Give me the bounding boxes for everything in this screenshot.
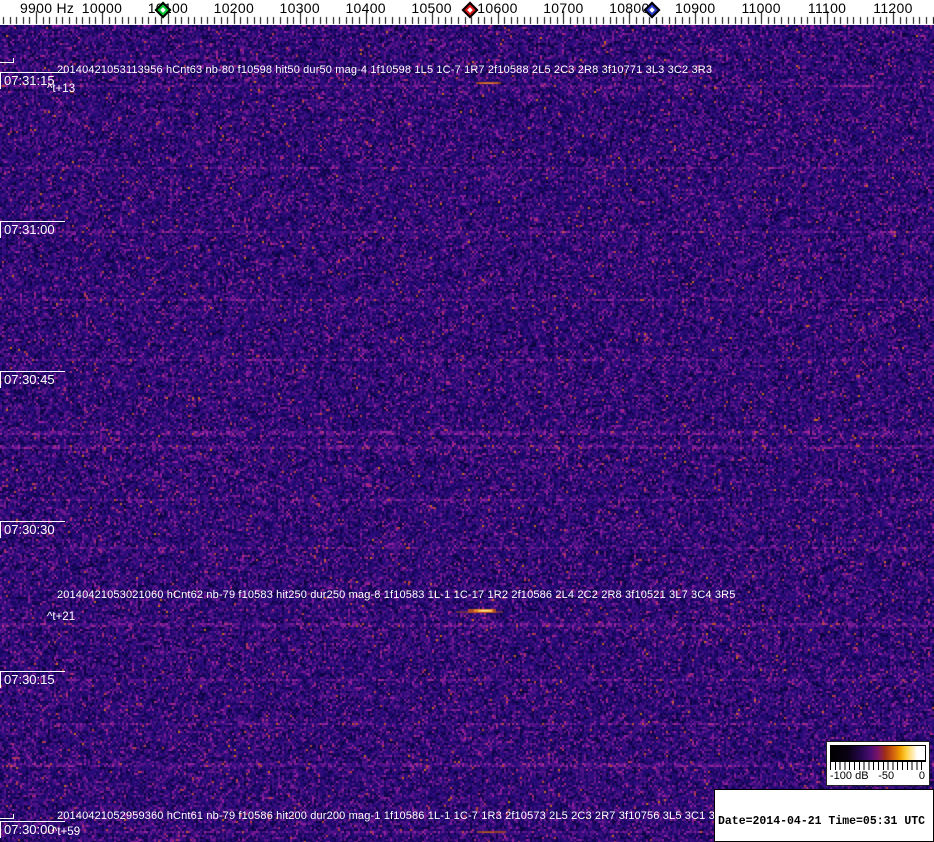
echo-annotation-text: 20140421052959360 hCnt61 nb-79 f10586 hi… bbox=[57, 810, 730, 822]
time-tick-partial-top bbox=[0, 58, 14, 63]
colorbar-label-max: 0 bbox=[918, 770, 925, 782]
freq-tick-label: 11200 bbox=[873, 0, 913, 16]
freq-tick-label: 10800 bbox=[609, 0, 650, 16]
echo-offset-label: ^t+13 bbox=[47, 83, 76, 95]
info-date-time: Date=2014-04-21 Time=05:31 UTC bbox=[718, 815, 926, 829]
time-tick-label: 07:30:45 bbox=[0, 371, 65, 388]
time-tick-label: 07:30:15 bbox=[0, 671, 65, 688]
freq-tick-label: 9900 Hz bbox=[19, 0, 75, 16]
echo-annotation-text: 20140421053021060 hCnt62 nb-79 f10583 hi… bbox=[57, 589, 736, 601]
time-tick-partial-bottom bbox=[0, 814, 14, 819]
frequency-axis: 9900 Hz100001010010200103001040010500106… bbox=[0, 0, 934, 25]
colorbar: -100 dB -50 0 bbox=[826, 741, 930, 786]
colorbar-ruler bbox=[830, 761, 926, 770]
colorbar-label-min: -100 dB bbox=[830, 770, 869, 782]
spectrogram-waterfall[interactable] bbox=[0, 25, 934, 842]
freq-tick-label: 10300 bbox=[279, 0, 320, 16]
freq-tick-label: 11000 bbox=[741, 0, 781, 16]
time-tick-label: 07:30:30 bbox=[0, 521, 65, 538]
freq-tick-label: 10200 bbox=[213, 0, 255, 16]
station-info-box: Date=2014-04-21 Time=05:31 UTC Freq=143 … bbox=[714, 789, 934, 842]
time-tick-label: 07:30:00 bbox=[0, 821, 65, 838]
freq-tick-label: 10900 bbox=[675, 0, 716, 16]
echo-offset-label: ^t+59 bbox=[52, 826, 81, 838]
freq-tick-label: 11100 bbox=[807, 0, 847, 16]
colorbar-labels: -100 dB -50 0 bbox=[827, 770, 929, 784]
freq-tick-label: 10500 bbox=[411, 0, 452, 16]
echo-offset-label: ^t+21 bbox=[47, 611, 76, 623]
freq-tick-label: 10400 bbox=[345, 0, 386, 16]
time-tick-label: 07:31:00 bbox=[0, 221, 65, 238]
freq-tick-label: 10600 bbox=[477, 0, 518, 16]
time-tick-label: 07:31:15 bbox=[0, 72, 65, 89]
colorbar-label-mid: -50 bbox=[878, 770, 895, 782]
echo-annotation-text: 20140421053113956 hCnt63 nb-80 f10598 hi… bbox=[57, 64, 713, 76]
colorbar-gradient bbox=[830, 745, 926, 761]
freq-tick-label: 10000 bbox=[81, 0, 123, 16]
freq-tick-label: 10700 bbox=[543, 0, 584, 16]
